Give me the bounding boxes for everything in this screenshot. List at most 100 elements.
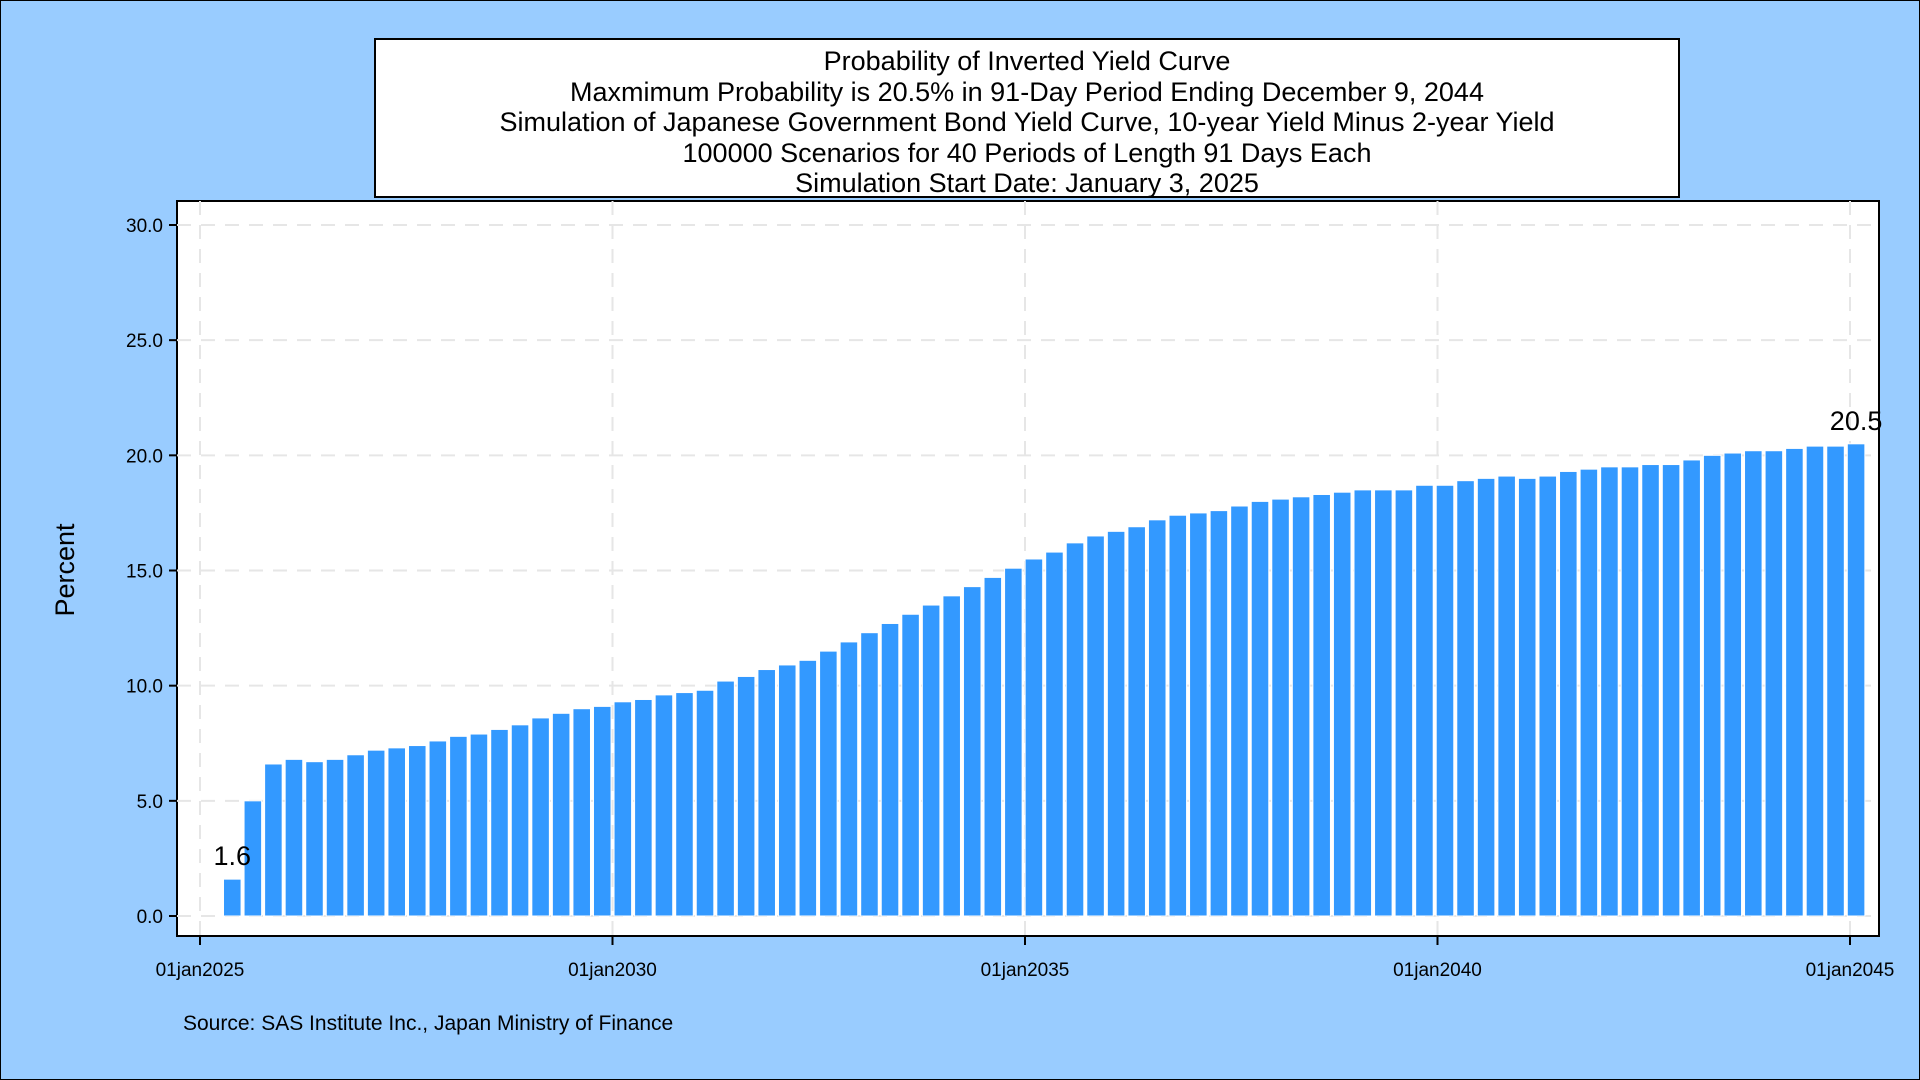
bar <box>1271 498 1290 917</box>
y-tick-label: 25.0 <box>126 331 163 352</box>
bar <box>798 659 818 917</box>
bar <box>1291 496 1311 917</box>
bar <box>1517 477 1537 917</box>
bar <box>921 604 941 917</box>
bar <box>510 724 530 917</box>
bar <box>962 586 982 917</box>
bar <box>346 754 365 917</box>
bar <box>1476 477 1496 917</box>
x-tick-label: 01jan2030 <box>568 960 657 981</box>
bar <box>1106 530 1126 917</box>
bar <box>1312 493 1331 917</box>
bar <box>819 650 838 917</box>
chart-title: Probability of Inverted Yield Curve <box>823 46 1231 76</box>
bar <box>284 758 304 917</box>
bar <box>1620 466 1640 917</box>
bar <box>654 694 674 917</box>
bar <box>1805 445 1825 917</box>
y-tick-label: 15.0 <box>126 562 163 583</box>
bar <box>387 747 406 917</box>
bar <box>716 680 735 917</box>
bar <box>1579 468 1599 917</box>
bar <box>1764 450 1784 917</box>
bar <box>551 712 571 917</box>
chart-subtitle-simulation: Simulation of Japanese Government Bond Y… <box>499 107 1555 137</box>
axes: 0.0 5.0 10.0 15.0 20.0 25.0 30.0 01jan2025 01jan… <box>126 216 1894 981</box>
bar <box>305 761 324 917</box>
data-label: 1.6 <box>214 841 252 871</box>
x-tick-label: 01jan2035 <box>981 960 1070 981</box>
bar <box>942 595 961 917</box>
bar <box>1846 443 1866 917</box>
bar <box>1127 526 1146 917</box>
bar <box>1744 450 1763 917</box>
bar <box>613 701 633 917</box>
bar <box>1189 512 1208 917</box>
bars <box>223 443 1866 917</box>
data-label: 20.5 <box>1830 406 1883 436</box>
bar <box>1415 484 1434 917</box>
bar <box>428 740 448 917</box>
bar <box>592 705 612 917</box>
bar <box>1538 475 1558 917</box>
bar <box>1435 484 1455 917</box>
bar <box>1826 445 1845 917</box>
bar <box>1456 480 1475 917</box>
bar <box>1785 447 1804 917</box>
source-note: Source: SAS Institute Inc., Japan Minist… <box>183 1012 674 1035</box>
bar <box>531 717 550 917</box>
y-tick-label: 10.0 <box>126 677 163 698</box>
bar <box>1147 519 1167 917</box>
bar <box>366 749 386 917</box>
bar <box>1250 500 1270 917</box>
y-tick-label: 0.0 <box>137 907 163 928</box>
bar <box>572 708 591 917</box>
chart-subtitle-start-date: Simulation Start Date: January 3, 2025 <box>795 168 1259 198</box>
bar <box>1702 454 1722 917</box>
bar <box>695 689 715 917</box>
x-tick-label: 01jan2040 <box>1393 960 1482 981</box>
bar <box>1168 514 1188 917</box>
bar <box>1374 489 1393 917</box>
y-tick-label: 20.0 <box>126 446 163 467</box>
bar <box>1332 491 1352 917</box>
bar <box>264 763 283 917</box>
bar <box>1641 464 1660 917</box>
bar <box>1230 505 1249 917</box>
bar <box>1353 489 1373 917</box>
bar <box>675 692 694 917</box>
bar <box>449 735 468 917</box>
y-tick-label: 30.0 <box>126 216 163 237</box>
chart-subtitle-scenarios: 100000 Scenarios for 40 Periods of Lengt… <box>682 137 1372 168</box>
bar <box>469 733 489 917</box>
bar <box>1559 470 1578 917</box>
bar <box>325 758 345 917</box>
bar <box>860 632 879 917</box>
bar <box>1723 452 1743 917</box>
y-tick-label: 5.0 <box>137 792 163 813</box>
x-tick-label: 01jan2025 <box>156 960 245 981</box>
bar <box>1209 510 1229 917</box>
bar <box>1065 542 1085 917</box>
bar <box>1004 567 1023 917</box>
y-axis-label: Percent <box>50 523 80 617</box>
bar <box>1394 489 1414 917</box>
bar <box>983 576 1003 917</box>
bar <box>839 641 859 917</box>
bar <box>1497 475 1516 917</box>
bar <box>1086 535 1105 917</box>
bar <box>901 613 920 917</box>
bar <box>777 664 797 917</box>
bar <box>1024 558 1044 917</box>
bar <box>1682 459 1701 917</box>
bar <box>490 728 509 917</box>
chart-title-box: Probability of Inverted Yield Curve Maxm… <box>374 38 1680 198</box>
bar <box>1045 551 1064 917</box>
bar <box>243 800 263 917</box>
bar <box>880 622 900 917</box>
bar <box>634 698 653 917</box>
chart-subtitle-max: Maxmimum Probability is 20.5% in 91-Day … <box>570 76 1484 107</box>
bar <box>1661 464 1681 917</box>
data-labels: 1.6 20.5 <box>214 406 1883 871</box>
